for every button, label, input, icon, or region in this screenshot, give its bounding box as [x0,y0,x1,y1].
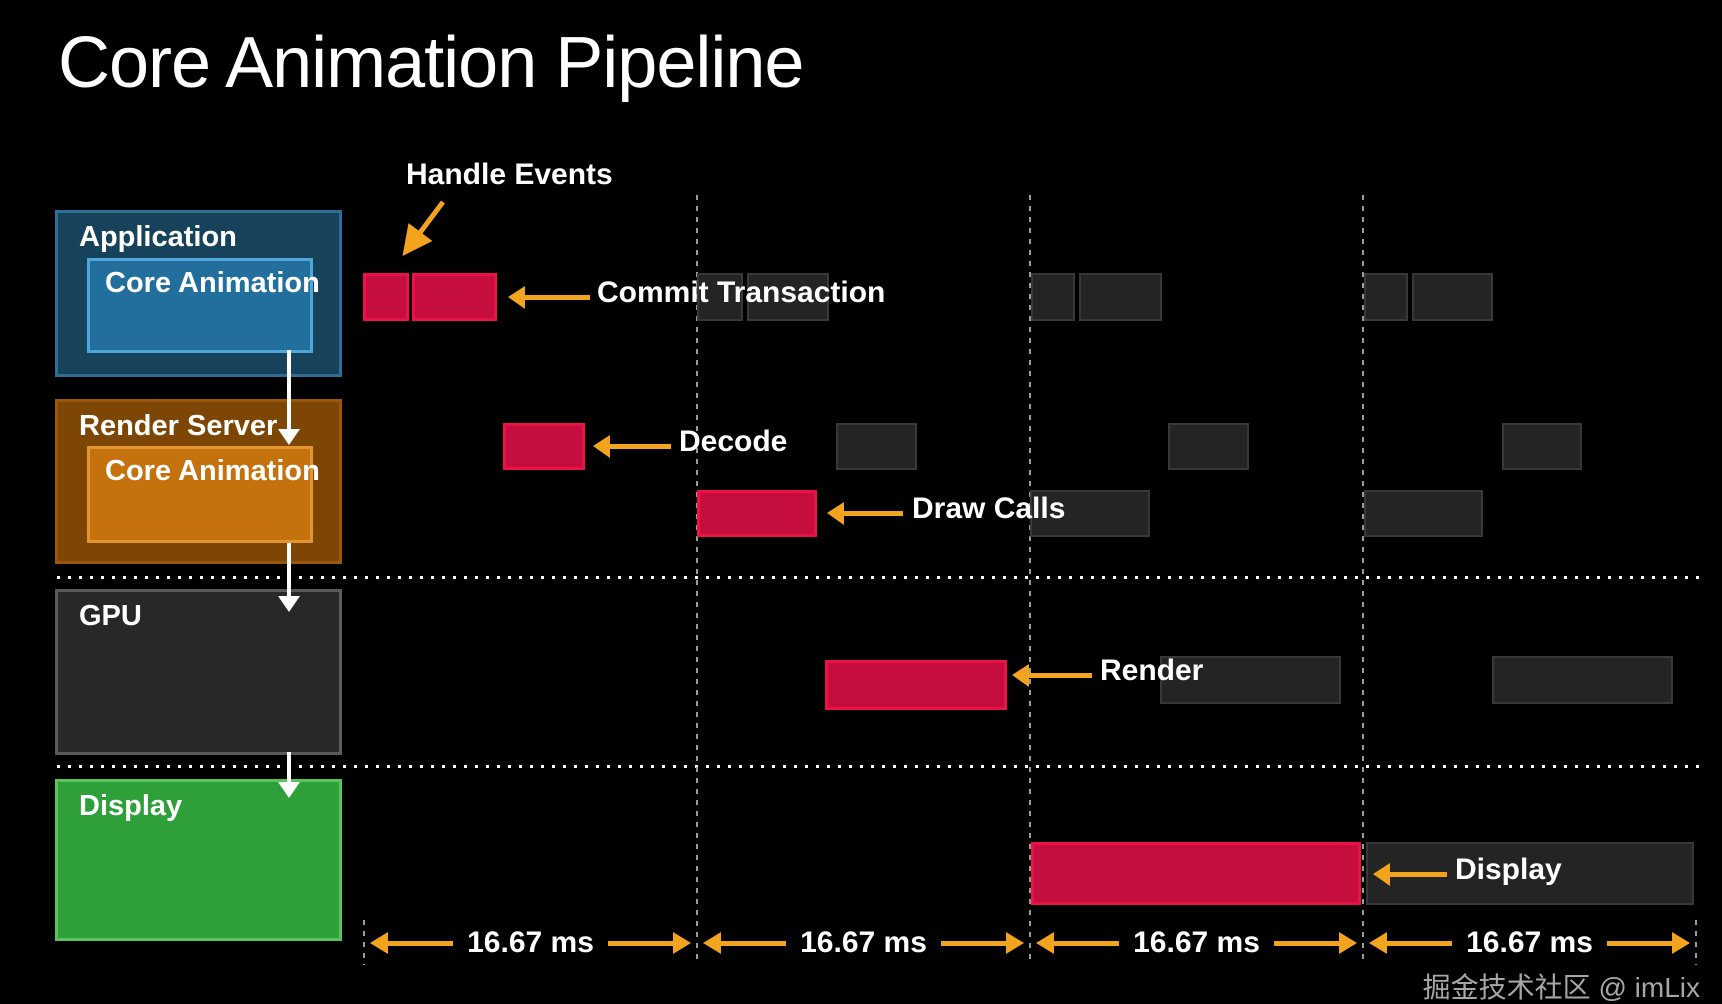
draw-calls-bar [697,490,817,537]
watermark: 掘金技术社区 @ imLix [1422,972,1700,1003]
ruler-shaft [388,940,454,946]
ruler-shaft [721,940,787,946]
commit-1-bar [363,273,409,321]
ruler-shaft [607,940,673,946]
frame-ruler-3: 16.67 ms [1036,926,1357,960]
separator-gpu-display [57,765,1702,768]
render-bar [825,660,1007,710]
ruler-shaft [1054,940,1120,946]
ruler-shaft [1387,940,1453,946]
page-title: Core Animation Pipeline [58,23,804,103]
flow-line-gpu-to-display [287,752,291,783]
ruler-arrowhead-right [1672,932,1690,954]
gpu-box: GPU [55,589,342,755]
frame-end-tick [363,920,365,965]
render-server-core-animation-label: Core Animation [105,455,320,487]
render-server-label: Render Server [79,410,278,442]
handle-events-callout-label: Handle Events [406,158,613,191]
ruler-arrowhead-left [703,932,721,954]
decode-f4-bar [1502,423,1582,470]
draw-calls-arrow [827,502,903,525]
ruler-shaft [1273,940,1339,946]
render-server-box: Render Server Core Animation [55,399,342,564]
commit-2-f4-bar [1412,273,1493,321]
application-label: Application [79,221,237,253]
application-core-animation-box: Core Animation [87,258,320,353]
frame-duration-label: 16.67 ms [1133,926,1260,959]
draw-calls-f3-bar [1030,490,1150,537]
frame-ruler-2: 16.67 ms [703,926,1024,960]
ruler-arrowhead-left [1036,932,1054,954]
frame-end-tick [1695,920,1697,965]
decode-arrow [593,435,671,458]
flow-arrowhead-gpu-to-display [278,782,300,798]
commit-2-f3-bar [1079,273,1162,321]
flow-line-app-to-renderserver [287,350,291,430]
flow-arrowhead-renderserver-to-gpu [278,596,300,612]
commit-1-f2-bar [697,273,743,321]
frame-ruler-1: 16.67 ms [370,926,691,960]
render-arrow [1012,664,1092,687]
commit-transaction-callout-label: Commit Transaction [597,276,886,309]
ruler-shaft [1606,940,1672,946]
frame-boundary-dashed-line [696,195,698,960]
gpu-label: GPU [79,600,142,632]
decode-f2-bar [836,423,917,470]
frame-duration-label: 16.67 ms [467,926,594,959]
render-f4-bar [1492,656,1673,704]
frame-ruler-4: 16.67 ms [1369,926,1690,960]
display-callout-label: Display [1455,853,1562,886]
application-core-animation-label: Core Animation [105,267,320,299]
ruler-arrowhead-left [1369,932,1387,954]
frame-duration-label: 16.67 ms [800,926,927,959]
draw-calls-f4-bar [1364,490,1483,537]
decode-bar [503,423,585,470]
ruler-shaft [940,940,1006,946]
display-label: Display [79,790,183,822]
application-box: Application Core Animation [55,210,342,377]
ruler-arrowhead-right [673,932,691,954]
ruler-arrowhead-right [1006,932,1024,954]
decode-f3-bar [1168,423,1249,470]
commit-transaction-arrow [508,286,590,309]
commit-2-bar [412,273,497,321]
display-bar [1031,842,1361,905]
render-callout-label: Render [1100,654,1204,687]
draw-calls-callout-label: Draw Calls [912,492,1066,525]
display-arrow [1373,863,1447,886]
display-box: Display [55,779,342,941]
display-f4-bar [1366,842,1694,905]
ruler-arrowhead-right [1339,932,1357,954]
commit-1-f3-bar [1031,273,1075,321]
render-server-core-animation-box: Core Animation [87,446,320,543]
commit-1-f4-bar [1364,273,1408,321]
decode-callout-label: Decode [679,425,788,458]
separator-render-gpu [57,576,1702,579]
frame-boundary-dashed-line [1362,195,1364,960]
flow-line-renderserver-to-gpu [287,543,291,597]
commit-2-f2-bar [747,273,829,321]
frame-duration-label: 16.67 ms [1466,926,1593,959]
frame-boundary-dashed-line [1029,195,1031,960]
flow-arrowhead-app-to-renderserver [278,429,300,445]
ruler-arrowhead-left [370,932,388,954]
render-f3-bar [1160,656,1341,704]
